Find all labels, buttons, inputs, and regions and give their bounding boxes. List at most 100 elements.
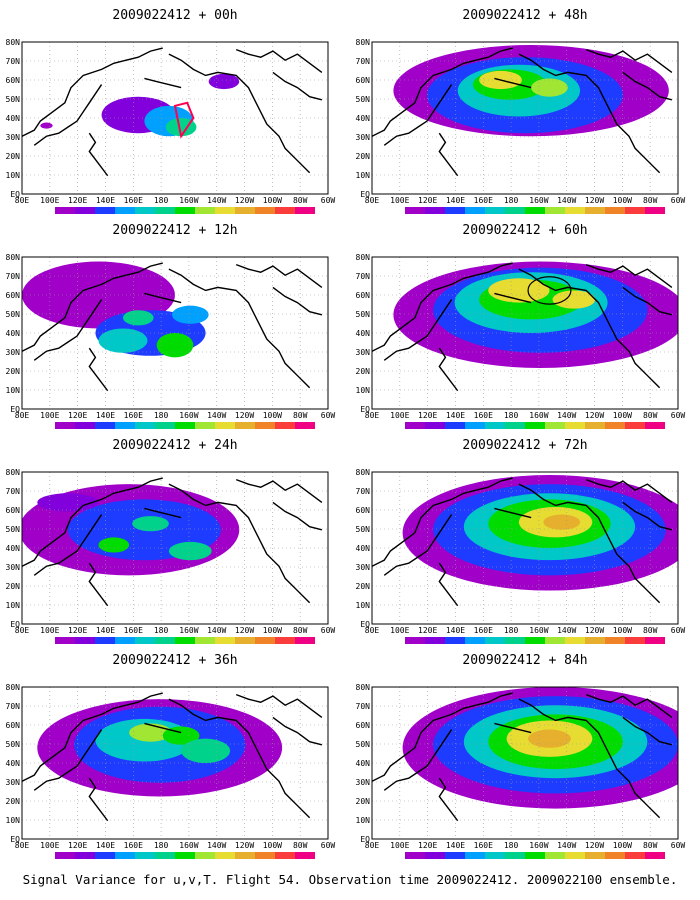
map-plot: 80E 100E 120E 140E 160E 180 160W 140W 120W 100W 80… <box>356 683 685 859</box>
colorbar-swatch <box>215 207 235 214</box>
shaded-region <box>132 516 169 532</box>
colorbar-swatch <box>55 637 75 644</box>
lon-tick-label: 100E <box>40 841 59 850</box>
coastline <box>383 84 453 146</box>
lon-tick-label: 100W <box>613 196 632 205</box>
coastline <box>372 47 513 137</box>
colorbar-swatch <box>545 422 565 429</box>
lon-tick-label: 160W <box>179 411 198 420</box>
forecast-panel-36h: 2009022412 + 36h 80E 100E 120E 140E 160E 180 16… <box>0 645 350 860</box>
colorbar-swatch <box>505 637 525 644</box>
colorbar-swatch <box>625 852 645 859</box>
lat-tick-label: 40N <box>356 544 371 553</box>
coastline <box>518 268 661 389</box>
lat-tick-label: 10N <box>356 171 371 180</box>
lat-tick-label: 10N <box>6 386 21 395</box>
lon-tick-label: 140W <box>207 196 226 205</box>
colorbar-swatch <box>425 207 445 214</box>
lat-tick-label: 70N <box>356 702 371 711</box>
lat-tick-label: 10N <box>356 601 371 610</box>
lat-tick-label: 20N <box>6 797 21 806</box>
shaded-region <box>98 537 130 553</box>
lon-tick-label: 120W <box>585 626 604 635</box>
colorbar-swatch <box>405 207 425 214</box>
lat-tick-label: 70N <box>6 702 21 711</box>
lat-tick-label: 20N <box>6 367 21 376</box>
lat-tick-label: 70N <box>6 272 21 281</box>
lon-tick-label: 60W <box>671 411 686 420</box>
lat-tick-label: EQ <box>10 835 20 844</box>
colorbar-swatch <box>625 207 645 214</box>
lon-tick-label: 160E <box>474 841 493 850</box>
shaded-region <box>171 305 209 324</box>
coastline <box>622 71 673 101</box>
lat-tick-label: 70N <box>356 487 371 496</box>
lat-tick-label: 60N <box>6 506 21 515</box>
lat-tick-label: EQ <box>10 190 20 199</box>
colorbar-swatch <box>175 852 195 859</box>
coastline <box>272 286 323 316</box>
lon-tick-label: 60W <box>321 411 336 420</box>
shaded-region <box>208 73 240 90</box>
panel-title: 2009022412 + 24h <box>112 438 238 453</box>
forecast-panel-48h: 2009022412 + 48h 80E 100E 120E 140E 160E 180 16… <box>350 0 700 215</box>
lon-tick-label: 100E <box>390 626 409 635</box>
lon-tick-label: 60W <box>321 841 336 850</box>
colorbar-swatch <box>195 207 215 214</box>
colorbar-swatch <box>545 852 565 859</box>
colorbar-swatch <box>625 637 645 644</box>
colorbar-swatch <box>235 207 255 214</box>
lon-tick-label: 180 <box>504 411 519 420</box>
colorbar-swatch <box>235 852 255 859</box>
coastline <box>585 48 673 73</box>
colorbar-swatch <box>255 207 275 214</box>
colorbar-swatch <box>275 422 295 429</box>
verification-region <box>527 276 572 305</box>
lon-tick-label: 80E <box>15 196 30 205</box>
coastline <box>33 299 103 361</box>
lon-tick-label: 160W <box>179 841 198 850</box>
coastline <box>235 48 323 73</box>
colorbar-swatch <box>175 207 195 214</box>
colorbar-swatch <box>255 637 275 644</box>
lon-tick-label: 80W <box>643 626 658 635</box>
lat-tick-label: 80N <box>6 683 21 692</box>
lon-tick-label: 140W <box>207 411 226 420</box>
lat-tick-label: 20N <box>356 582 371 591</box>
coastline <box>494 292 532 304</box>
lat-tick-label: 60N <box>356 291 371 300</box>
colorbar-swatch <box>55 852 75 859</box>
colorbar-swatch <box>215 637 235 644</box>
lon-tick-label: 120E <box>418 411 437 420</box>
lon-tick-label: 140E <box>446 841 465 850</box>
coastline <box>438 347 459 392</box>
shaded-region <box>162 726 200 745</box>
coastline <box>585 478 673 503</box>
lon-tick-label: 100W <box>263 841 282 850</box>
colorbar-swatch <box>115 207 135 214</box>
lon-tick-label: 180 <box>154 841 169 850</box>
colorbar-swatch <box>155 852 175 859</box>
coastline <box>272 71 323 101</box>
colorbar-swatch <box>565 852 585 859</box>
lon-tick-label: 180 <box>154 411 169 420</box>
lat-tick-label: 30N <box>356 563 371 572</box>
lat-tick-label: 20N <box>356 152 371 161</box>
colorbar-swatch <box>425 422 445 429</box>
colorbar-swatch <box>75 852 95 859</box>
coastline <box>372 477 513 567</box>
lat-tick-label: 60N <box>6 76 21 85</box>
lat-tick-label: 20N <box>356 367 371 376</box>
colorbar-swatch <box>465 637 485 644</box>
colorbar-swatch <box>95 637 115 644</box>
colorbar-swatch <box>425 852 445 859</box>
lat-tick-label: EQ <box>360 190 370 199</box>
shaded-region <box>181 738 231 763</box>
lon-tick-label: 60W <box>321 196 336 205</box>
coastline <box>518 53 661 174</box>
lat-tick-label: 30N <box>6 563 21 572</box>
lon-tick-label: 100W <box>263 196 282 205</box>
map-plot: 80E 100E 120E 140E 160E 180 160W 140W 120W 100W 80… <box>6 253 336 429</box>
colorbar-swatch <box>405 422 425 429</box>
forecast-panel-60h: 2009022412 + 60h 80E 100E 120E 140E 160E 180 16… <box>350 215 700 430</box>
